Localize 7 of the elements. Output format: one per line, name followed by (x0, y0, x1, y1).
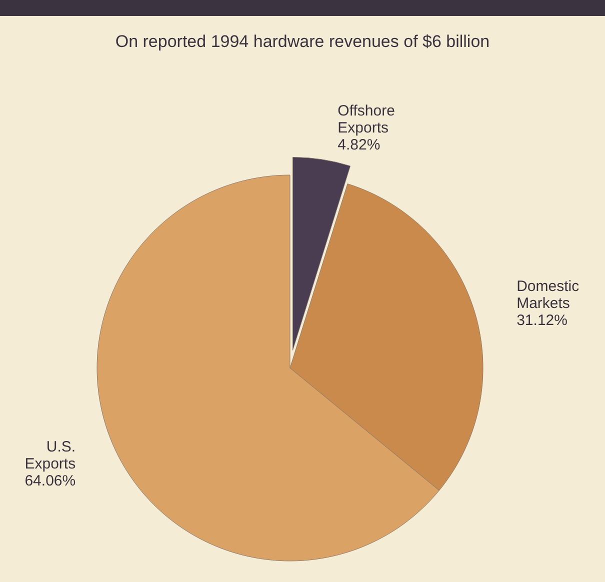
data-label: 4.82% (338, 136, 380, 154)
slice-label: U.S. Exports (24, 438, 76, 473)
slice-label: Domestic Markets (516, 278, 580, 312)
data-label: 31.12% (516, 312, 568, 330)
chart-title: On reported 1994 hardware revenues of $6 billion (115, 32, 490, 51)
slice-label: Offshore Exports (338, 102, 395, 136)
data-label: 64.06% (24, 472, 76, 490)
